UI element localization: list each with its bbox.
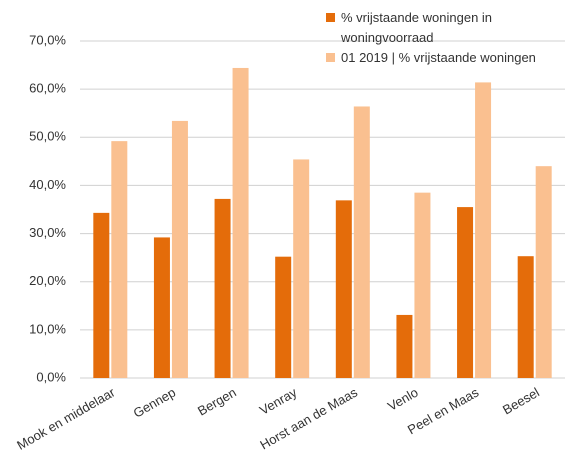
bar bbox=[475, 82, 492, 378]
x-tick-label: Bergen bbox=[195, 385, 239, 419]
y-tick-label: 40,0% bbox=[29, 177, 66, 192]
bar bbox=[457, 207, 474, 378]
bar bbox=[111, 141, 128, 378]
x-tick-label: Venlo bbox=[385, 385, 421, 414]
bar bbox=[517, 256, 534, 378]
y-tick-label: 30,0% bbox=[29, 225, 66, 240]
x-tick-label: Gennep bbox=[131, 385, 179, 421]
bar bbox=[414, 192, 431, 378]
legend-swatch bbox=[326, 53, 335, 62]
bar bbox=[93, 212, 110, 378]
legend-entry: 01 2019 | % vrijstaande woningen bbox=[326, 48, 574, 68]
bar bbox=[353, 106, 370, 378]
x-tick-label: Beesel bbox=[500, 385, 542, 418]
legend-swatch bbox=[326, 13, 335, 22]
bar bbox=[396, 314, 413, 378]
bar bbox=[171, 120, 188, 378]
bar bbox=[214, 198, 231, 378]
y-tick-label: 20,0% bbox=[29, 273, 66, 288]
legend: % vrijstaande woningen in woningvoorraad… bbox=[326, 8, 574, 68]
bar bbox=[153, 237, 170, 378]
bar bbox=[293, 159, 310, 378]
y-tick-label: 10,0% bbox=[29, 321, 66, 336]
x-tick-label: Mook en middelaar bbox=[14, 384, 118, 453]
legend-label: 01 2019 | % vrijstaande woningen bbox=[341, 50, 536, 65]
bar bbox=[535, 166, 552, 378]
bar bbox=[335, 200, 352, 378]
bar bbox=[232, 67, 249, 379]
y-tick-label: 50,0% bbox=[29, 129, 66, 144]
y-tick-label: 70,0% bbox=[29, 32, 66, 47]
legend-entry: % vrijstaande woningen in woningvoorraad bbox=[326, 8, 574, 48]
y-tick-label: 0,0% bbox=[36, 369, 66, 384]
bar bbox=[275, 256, 292, 378]
x-tick-label: Venray bbox=[257, 384, 300, 417]
legend-label: % vrijstaande woningen in woningvoorraad bbox=[341, 10, 493, 45]
y-tick-label: 60,0% bbox=[29, 81, 66, 96]
